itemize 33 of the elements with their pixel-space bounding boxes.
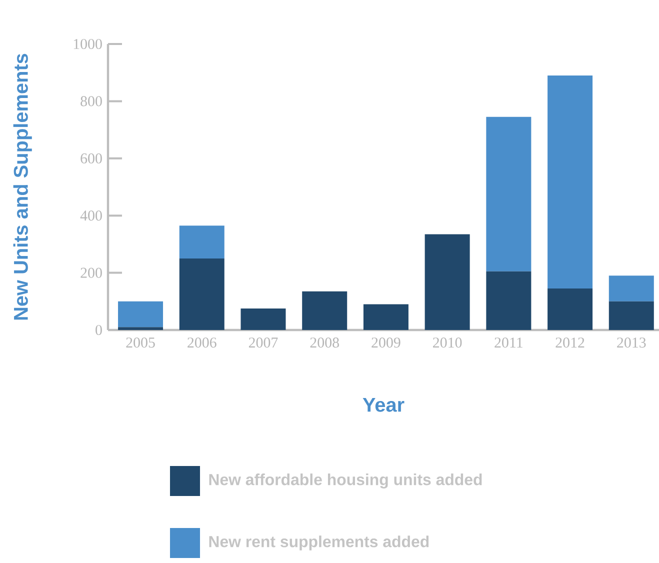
- y-tick-label: 600: [80, 153, 102, 164]
- bar: [608, 276, 654, 302]
- y-tick-label: 800: [80, 96, 102, 106]
- bar: [608, 301, 654, 330]
- bar: [486, 116, 532, 272]
- x-tick-label: 2012: [556, 338, 584, 348]
- bar: [548, 75, 593, 289]
- bar: [118, 301, 164, 328]
- bar: [118, 327, 164, 330]
- y-tick-label: 400: [80, 210, 102, 221]
- x-tick-label: 2005: [126, 338, 155, 348]
- x-tick-label: 2009: [372, 338, 400, 348]
- legend-label: New affordable housing units added: [209, 474, 482, 488]
- bar: [548, 288, 593, 330]
- x-tick-label: 2008: [310, 338, 339, 348]
- x-tick-label: 2011: [494, 338, 522, 348]
- bar: [486, 271, 532, 330]
- y-tick-label: 1000: [74, 38, 102, 50]
- legend-label: New rent supplements added: [209, 536, 429, 550]
- bar: [179, 226, 224, 258]
- x-tick-label: 2006: [188, 338, 216, 348]
- bar: [240, 308, 286, 330]
- x-tick-label: 2013: [617, 338, 646, 348]
- bar: [363, 304, 408, 330]
- bar: [179, 258, 224, 330]
- x-axis-title: Year: [362, 398, 404, 412]
- bar: [424, 234, 470, 330]
- x-tick-label: 2007: [248, 338, 278, 348]
- y-tick-label: 200: [80, 268, 102, 278]
- y-tick-label: 0: [96, 324, 102, 336]
- x-tick-label: 2010: [433, 338, 462, 348]
- y-axis-title: New Units and Supplements: [13, 54, 32, 320]
- bar: [302, 291, 348, 330]
